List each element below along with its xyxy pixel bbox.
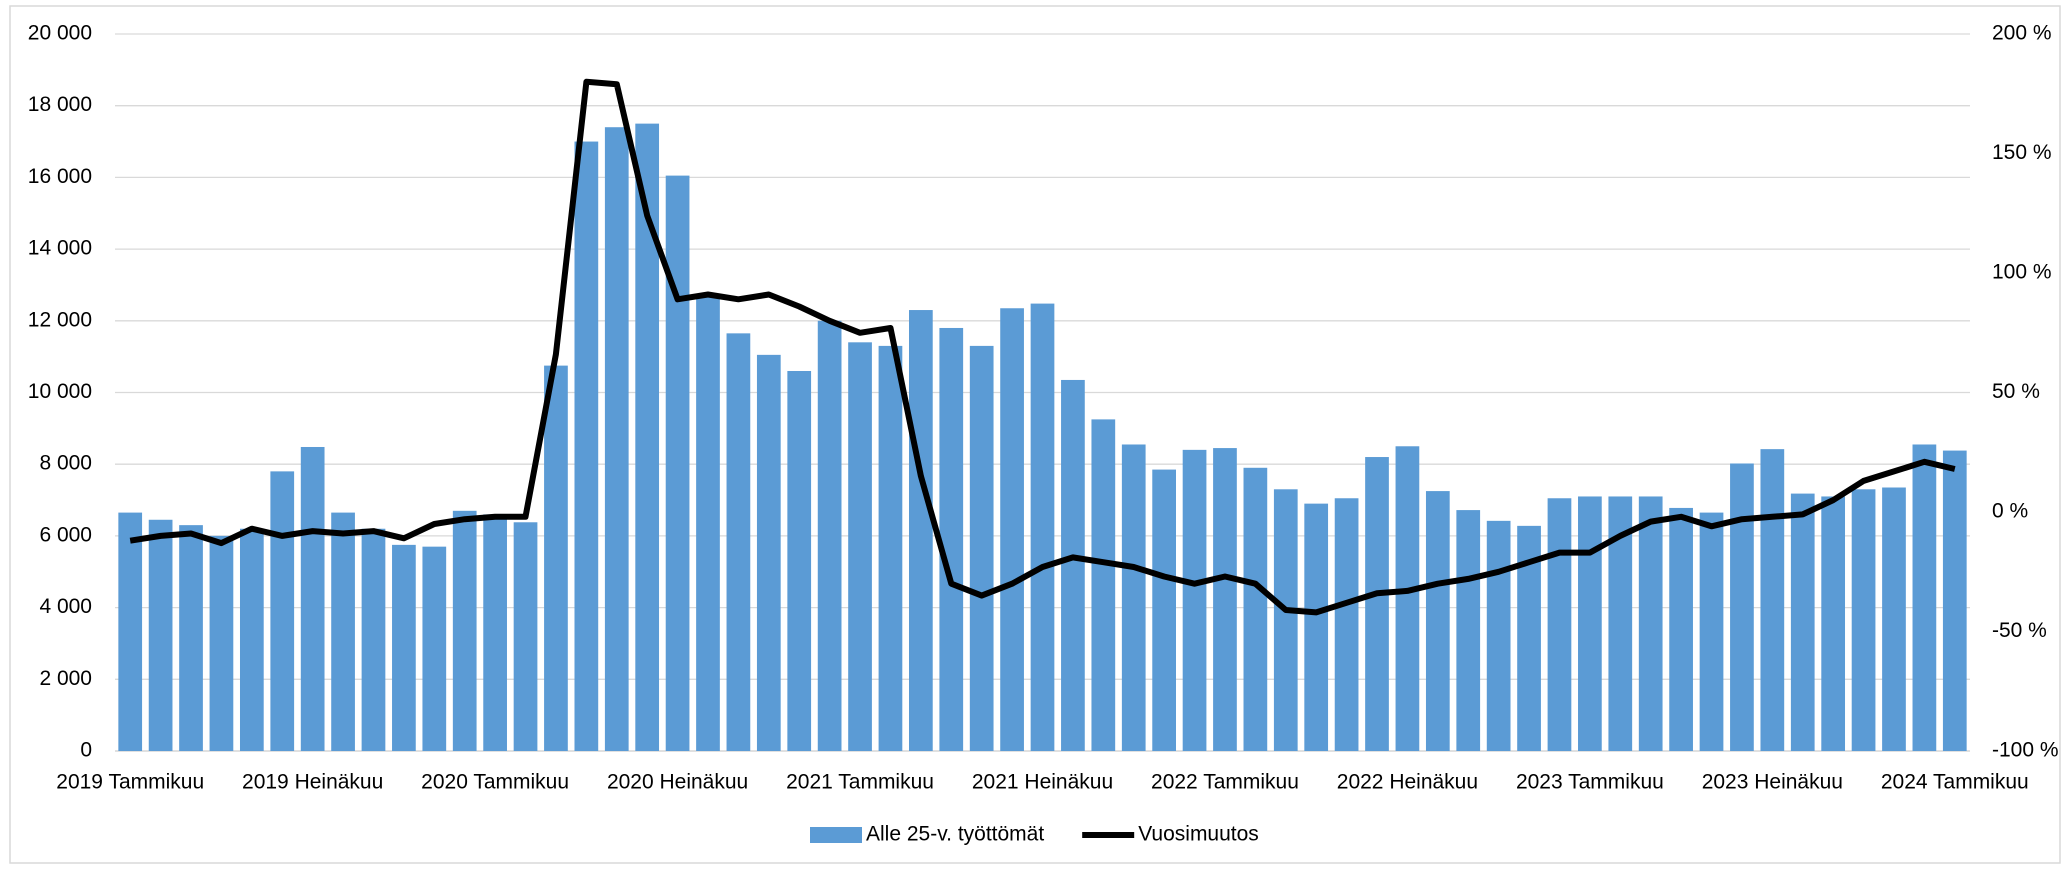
bar: [1669, 507, 1693, 751]
y-tick-label: 8 000: [39, 452, 92, 475]
y2-tick-label: 100 %: [1992, 261, 2052, 284]
bar: [574, 141, 599, 752]
x-tick-label: 2022 Tammikuu: [1151, 771, 1299, 794]
bar: [1456, 510, 1481, 751]
bar: [756, 354, 781, 751]
bar: [1821, 496, 1846, 751]
y-tick-label: 12 000: [28, 308, 92, 331]
x-tick-label: 2023 Tammikuu: [1516, 771, 1664, 794]
y-tick-label: 4 000: [39, 595, 92, 618]
bar: [604, 127, 629, 751]
bar: [1213, 448, 1237, 751]
bar: [483, 514, 507, 751]
y2-tick-label: 200 %: [1992, 22, 2052, 45]
x-tick-label: 2020 Heinäkuu: [607, 771, 748, 794]
bar: [1395, 446, 1420, 751]
legend-label: Vuosimuutos: [1138, 823, 1259, 846]
y2-tick-label: 150 %: [1992, 141, 2052, 164]
bar: [1425, 491, 1450, 751]
bar: [787, 370, 812, 751]
y-tick-label: 18 000: [28, 93, 92, 116]
y2-tick-label: 50 %: [1992, 380, 2040, 403]
x-tick-label: 2020 Tammikuu: [421, 771, 569, 794]
bar: [848, 342, 872, 751]
x-tick-label: 2023 Heinäkuu: [1702, 771, 1843, 794]
bar: [1152, 469, 1176, 751]
x-tick-label: 2022 Heinäkuu: [1337, 771, 1478, 794]
x-tick-label: 2019 Tammikuu: [56, 771, 204, 794]
bar: [392, 544, 416, 751]
x-tick-label: 2024 Tammikuu: [1881, 771, 2029, 794]
bar: [1608, 496, 1633, 751]
bar: [239, 528, 264, 751]
y2-tick-label: -50 %: [1992, 619, 2047, 642]
bar: [513, 522, 538, 751]
y-tick-label: 16 000: [28, 165, 92, 188]
x-tick-label: 2019 Heinäkuu: [242, 771, 383, 794]
bar: [635, 123, 660, 751]
y-tick-label: 2 000: [39, 667, 92, 690]
x-tick-label: 2021 Tammikuu: [786, 771, 934, 794]
bar: [817, 320, 842, 751]
bar: [422, 546, 447, 751]
bar: [1061, 379, 1085, 751]
x-tick-label: 2021 Heinäkuu: [972, 771, 1113, 794]
bar: [665, 175, 690, 752]
bar: [179, 525, 203, 751]
bar: [452, 510, 477, 751]
bar: [1334, 498, 1359, 751]
bar: [270, 471, 295, 751]
bar: [1365, 457, 1389, 751]
bar: [1730, 463, 1754, 751]
bar: [1517, 525, 1541, 751]
y-tick-label: 0: [80, 739, 92, 762]
bar: [1243, 467, 1268, 751]
bar: [726, 333, 751, 751]
y-tick-label: 20 000: [28, 22, 92, 45]
bar: [1486, 520, 1511, 751]
bar: [1882, 487, 1906, 751]
bar: [544, 365, 568, 751]
bar: [1912, 444, 1937, 751]
y2-tick-label: 0 %: [1992, 500, 2028, 523]
bar: [1851, 489, 1876, 751]
bar: [696, 295, 720, 751]
y-tick-label: 10 000: [28, 380, 92, 403]
y2-tick-label: -100 %: [1992, 739, 2059, 762]
bar: [1030, 303, 1055, 751]
bar: [1304, 503, 1329, 751]
bar: [1760, 449, 1785, 751]
bar: [148, 519, 173, 751]
bar: [969, 345, 994, 751]
bar: [939, 327, 964, 751]
bar: [909, 310, 933, 751]
bar: [1121, 444, 1146, 751]
bar: [1547, 498, 1572, 751]
bar: [878, 345, 903, 751]
legend-label: Alle 25-v. työttömät: [866, 823, 1044, 846]
bar: [1091, 419, 1116, 751]
bar: [1578, 496, 1602, 751]
bar: [331, 512, 355, 751]
bar: [361, 528, 386, 751]
bar: [1699, 512, 1724, 751]
bar: [1182, 449, 1207, 751]
bar: [1273, 489, 1298, 751]
bar: [1638, 496, 1663, 751]
y-tick-label: 6 000: [39, 523, 92, 546]
bar: [209, 535, 234, 751]
bar: [1790, 493, 1815, 751]
bar: [1000, 308, 1024, 751]
line: [129, 78, 1956, 616]
bar: [300, 446, 325, 751]
legend-swatch: [810, 827, 862, 843]
bar: [1942, 450, 1967, 751]
bar: [118, 512, 143, 751]
y-tick-label: 14 000: [28, 237, 92, 260]
